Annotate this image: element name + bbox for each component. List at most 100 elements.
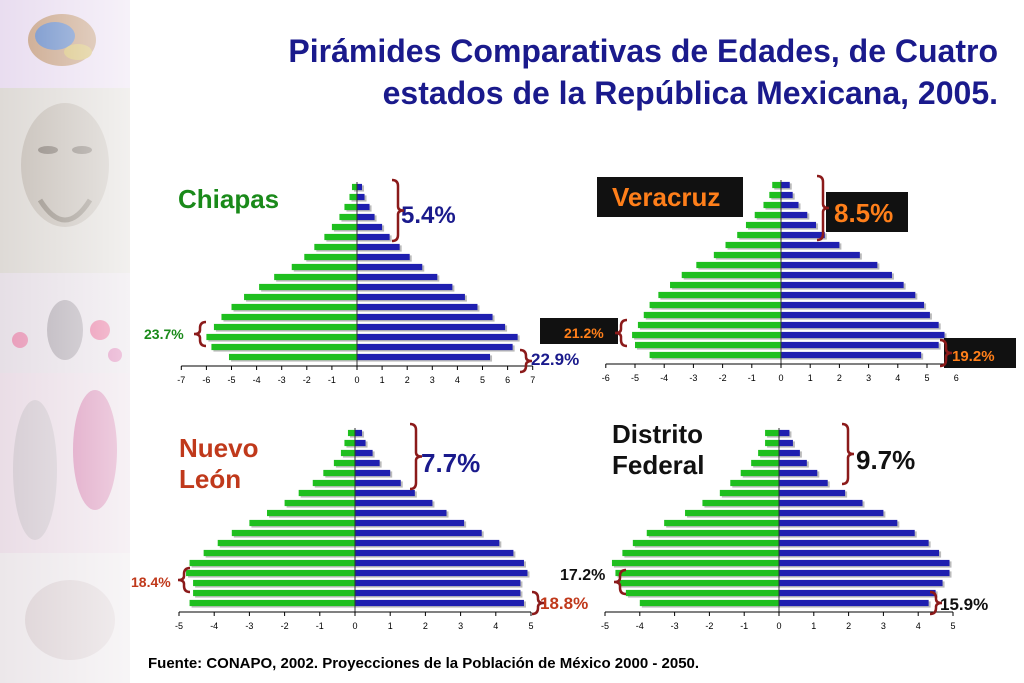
female-bar [355,519,465,527]
x-tick-label: 3 [458,621,463,631]
female-bar [355,589,521,597]
male-bar [772,181,781,189]
male-bar [189,559,355,567]
male-bar [696,261,781,269]
female-bar [781,311,930,319]
female-bar [355,499,433,507]
bottom-left-percent-label: 21.2% [564,325,604,341]
title-line-2: estados de la República Mexicana, 2005. [382,75,998,111]
male-bar [344,439,355,447]
male-bar [758,449,779,457]
female-bar [357,273,438,281]
male-bar [304,253,357,261]
male-bar [702,499,779,507]
female-bar [779,599,929,607]
x-tick-label: 0 [778,373,783,383]
top-percent-label: 7.7% [421,448,480,478]
male-bar [231,529,355,537]
x-tick-label: 4 [895,373,900,383]
female-bar [355,469,391,477]
x-tick-label: -5 [601,621,609,631]
female-bar [781,181,790,189]
male-bar [719,489,779,497]
female-bar [355,579,521,587]
female-bar [781,231,825,239]
x-tick-label: 3 [430,375,435,385]
pyramid-panel-1: -7 -6 -5 -4 -3 -2 -1 0 1 2 3 4 5 6 7 Chiapas 5.4% 23.7% 22… [144,178,579,385]
male-bar [618,579,779,587]
male-bar [259,283,357,291]
x-tick-label: 2 [423,621,428,631]
female-bar [357,343,513,351]
male-bar [639,599,779,607]
male-bar [670,281,781,289]
male-bar [344,203,357,211]
male-bar [751,459,779,467]
female-bar [781,291,916,299]
bottom-right-percent-label: 18.8% [540,594,588,613]
female-bar [357,183,363,191]
female-bar [779,539,929,547]
female-bar [357,223,383,231]
female-bar [779,529,915,537]
male-bar [713,251,781,259]
male-bar [274,273,357,281]
panel-label: Nuevo [179,433,258,463]
female-bar [355,439,366,447]
male-bar [323,469,355,477]
male-bar [649,351,781,359]
male-bar [725,241,781,249]
male-bar [615,569,779,577]
male-bar [625,589,779,597]
female-bar [779,479,828,487]
female-bar [781,191,793,199]
male-bar [730,479,779,487]
male-bar [685,509,779,517]
x-tick-label: -4 [253,375,261,385]
x-tick-label: 2 [405,375,410,385]
male-bar [203,549,355,557]
bottom-left-percent-label: 18.4% [131,574,171,590]
panel-label: León [179,464,241,494]
male-bar [228,353,357,361]
male-bar [745,221,781,229]
female-bar [779,429,790,437]
female-bar [357,353,491,361]
bottom-left-brace [613,568,627,596]
female-bar [781,241,840,249]
bottom-left-percent-label: 17.2% [560,567,605,584]
female-bar [779,519,898,527]
x-tick-label: 5 [528,621,533,631]
x-tick-label: -5 [227,375,235,385]
bottom-right-brace [519,348,533,374]
bottom-right-percent-label: 19.2% [952,348,995,365]
male-bar [221,313,357,321]
male-bar [267,509,355,517]
female-bar [781,201,799,209]
male-bar [681,271,781,279]
female-bar [779,509,884,517]
female-bar [355,549,514,557]
female-bar [357,213,375,221]
x-tick-label: -7 [177,375,185,385]
male-bar [211,343,357,351]
male-bar [649,301,781,309]
female-bar [781,351,922,359]
x-tick-label: 5 [480,375,485,385]
bottom-left-brace [177,566,191,594]
male-bar [632,539,779,547]
x-tick-label: 4 [455,375,460,385]
male-bar [333,459,355,467]
male-bar [769,191,781,199]
male-bar [347,429,355,437]
female-bar [781,281,904,289]
female-bar [779,469,818,477]
female-bar [779,459,807,467]
female-bar [779,559,950,567]
x-tick-label: 1 [388,621,393,631]
female-bar [357,263,423,271]
x-tick-label: 7 [530,375,535,385]
male-bar [298,489,355,497]
x-tick-label: -1 [748,373,756,383]
